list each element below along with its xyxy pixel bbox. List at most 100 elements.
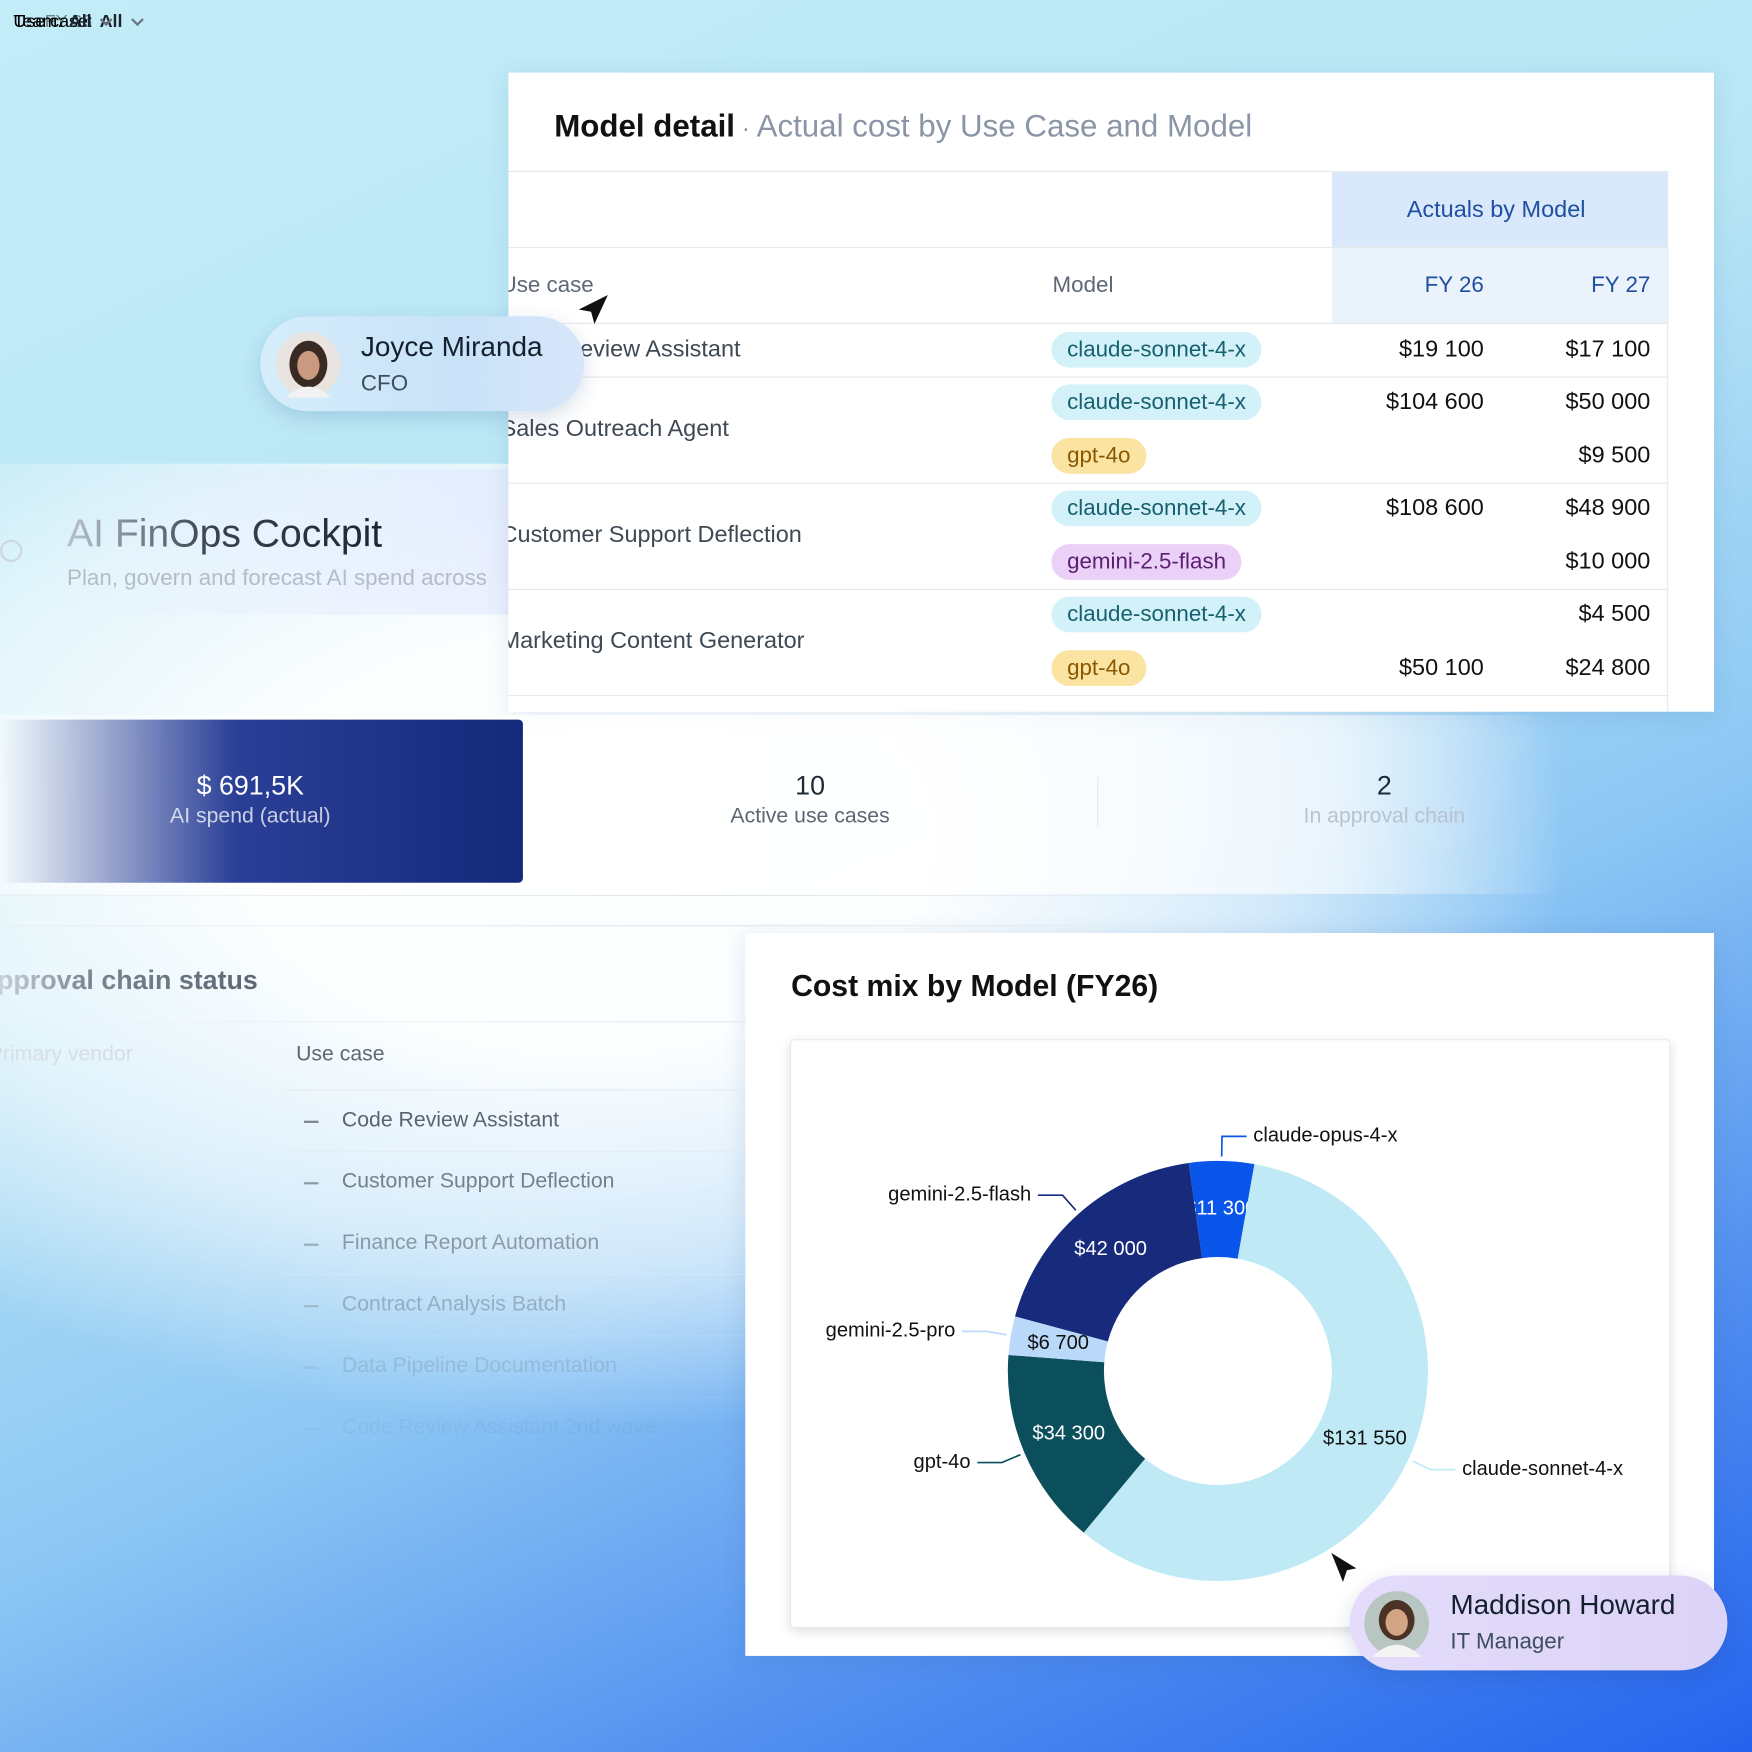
user-role: CFO xyxy=(360,371,409,397)
column-header: Model xyxy=(1052,273,1114,298)
avatar xyxy=(1364,1591,1430,1658)
filter-value: All xyxy=(99,12,123,32)
filter-content: Use case: All xyxy=(13,0,144,45)
list-item: Finance Report Automation xyxy=(341,1231,600,1255)
divider xyxy=(0,925,1453,927)
model-pill: claude-sonnet-4-x xyxy=(1051,331,1262,368)
category-label: gpt-4o xyxy=(914,1451,971,1473)
donut-slice xyxy=(1083,1164,1428,1582)
kpi-value: $ 691,5K xyxy=(196,770,304,802)
divider xyxy=(1097,776,1099,827)
use-case: Customer Support Deflection xyxy=(508,521,802,548)
user-badge xyxy=(1349,1575,1728,1671)
cell-value: $17 100 xyxy=(1565,335,1651,362)
use-case: Sales Outreach Agent xyxy=(508,415,729,442)
row-divider xyxy=(508,322,1668,325)
dash-icon xyxy=(303,1182,319,1185)
dashboard-title: AI FinOps Cockpit xyxy=(67,511,383,556)
leader-line xyxy=(1037,1194,1077,1211)
list-item: Code Review Assistant 2nd wave xyxy=(341,1415,656,1440)
model-pill: claude-sonnet-4-x xyxy=(1051,490,1262,527)
filter-value: All xyxy=(68,12,92,32)
filter-label: Team: xyxy=(13,12,63,32)
dash-icon xyxy=(303,1305,319,1308)
avatar xyxy=(275,331,341,398)
filter-label: Use case: xyxy=(13,12,93,32)
list-item: Customer Support Deflection xyxy=(341,1169,615,1194)
separator: · xyxy=(741,113,750,142)
row-divider xyxy=(284,1089,746,1091)
dash-icon xyxy=(303,1366,319,1369)
model-pill: gpt-4o xyxy=(1051,649,1147,686)
column-header: Primary vendor xyxy=(0,1042,133,1066)
kpi-value: 2 xyxy=(1376,770,1392,802)
model-pill: claude-sonnet-4-x xyxy=(1051,596,1262,633)
chart-card xyxy=(789,1039,1671,1628)
row-divider xyxy=(284,1335,746,1337)
row-divider xyxy=(508,694,1668,696)
chevron xyxy=(99,18,113,27)
cell-value: $4 500 xyxy=(1578,601,1651,627)
filter-label: FY 26 xyxy=(44,12,93,32)
divider xyxy=(0,1021,746,1023)
section-title: Approval chain status xyxy=(0,965,258,996)
user-badge xyxy=(260,316,585,412)
leader-line xyxy=(1412,1460,1456,1471)
panel-heading: Model detail · Actual cost by Use Case and… xyxy=(554,108,1252,144)
dash-icon xyxy=(303,1120,319,1123)
divider xyxy=(0,894,1453,897)
donut-slice xyxy=(1188,1160,1255,1259)
user-name: Joyce Miranda xyxy=(360,331,543,363)
list-item: Contract Analysis Batch xyxy=(341,1292,567,1317)
dash-icon xyxy=(303,1243,319,1246)
column-header: Use case xyxy=(296,1042,385,1066)
panel-subtitle: Actual cost by Use Case and Model xyxy=(756,108,1253,144)
model-detail-panel: Model detail · Actual cost by Use Case and… xyxy=(508,72,1715,712)
user-role: IT Manager xyxy=(1450,1629,1565,1655)
cost-mix-panel: $11 300 claude-opus-4-x $131 550 claude-son… xyxy=(745,932,1715,1656)
column-header: FY 27 xyxy=(1591,273,1651,298)
panel-title: Model detail xyxy=(554,108,735,144)
filter-content: Team: All xyxy=(13,0,114,45)
use-case: Marketing Content Generator xyxy=(508,627,805,654)
data-label: $6 700 xyxy=(1027,1332,1089,1354)
category-label: claude-sonnet-4-x xyxy=(1462,1458,1623,1480)
row-divider xyxy=(508,375,1668,378)
chart-title: Cost mix by Model (FY26) xyxy=(791,969,1159,1003)
row-divider xyxy=(508,588,1668,590)
data-label: $34 300 xyxy=(1032,1423,1105,1445)
row-divider xyxy=(284,1212,746,1214)
data-label: $42 000 xyxy=(1074,1238,1147,1260)
kpi-label: In approval chain xyxy=(1303,804,1466,828)
kpi-highlight xyxy=(0,719,523,883)
donut-slice xyxy=(1007,1354,1146,1533)
list-item: Code Review Assistant xyxy=(341,1108,560,1132)
list-item: Data Pipeline Documentation xyxy=(341,1354,617,1378)
model-pill: claude-sonnet-4-x xyxy=(1051,384,1262,421)
chevron xyxy=(130,18,144,27)
category-label: gemini-2.5-pro xyxy=(826,1320,956,1342)
group-header: Actuals by Model xyxy=(1406,196,1586,223)
donut-slice xyxy=(1008,1316,1108,1363)
cell-value: $108 600 xyxy=(1385,494,1484,521)
row-divider xyxy=(284,1150,746,1152)
column-header: Use case xyxy=(508,273,594,298)
model-pill: gemini-2.5-flash xyxy=(1051,543,1242,580)
dash-icon xyxy=(303,1427,319,1431)
cell-value: $50 100 xyxy=(1399,654,1484,680)
cell-value: $24 800 xyxy=(1565,654,1651,680)
group-header-cell xyxy=(1331,172,1668,247)
user-name: Maddison Howard xyxy=(1450,1589,1676,1621)
cell-value: $48 900 xyxy=(1565,494,1651,521)
row-divider xyxy=(284,1273,746,1275)
model-pill: gpt-4o xyxy=(1051,437,1147,474)
kpi-label: AI spend (actual) xyxy=(170,804,331,828)
leader-line xyxy=(962,1330,1007,1336)
header-cell xyxy=(1331,246,1668,323)
kpi-label: Active use cases xyxy=(730,804,890,828)
row-divider xyxy=(508,246,1668,249)
cell-value: $50 000 xyxy=(1565,388,1651,415)
data-label: $131 550 xyxy=(1323,1427,1407,1449)
row-divider xyxy=(508,482,1668,484)
